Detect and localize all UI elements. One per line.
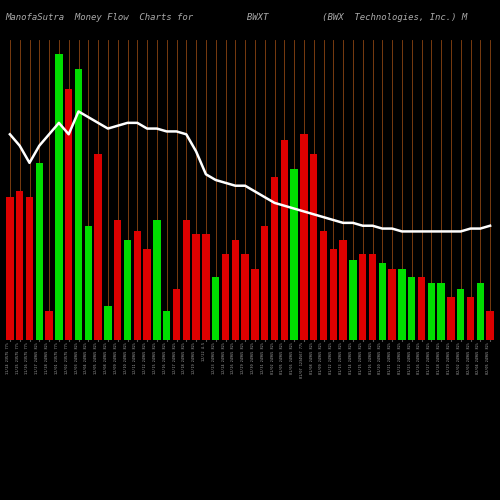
Bar xyxy=(378,263,386,340)
Bar xyxy=(388,268,396,340)
Bar xyxy=(300,134,308,340)
Bar xyxy=(114,220,122,340)
Bar xyxy=(182,220,190,340)
Bar xyxy=(349,260,356,340)
Bar xyxy=(369,254,376,340)
Bar xyxy=(251,268,258,340)
Bar xyxy=(94,154,102,340)
Bar xyxy=(55,54,62,340)
Bar xyxy=(438,283,445,340)
Bar xyxy=(271,177,278,340)
Bar xyxy=(16,192,24,340)
Bar xyxy=(75,68,82,340)
Bar xyxy=(486,312,494,340)
Bar xyxy=(290,168,298,340)
Bar xyxy=(6,197,14,340)
Bar xyxy=(134,232,141,340)
Bar xyxy=(447,297,454,340)
Bar xyxy=(340,240,347,340)
Bar xyxy=(36,163,43,340)
Bar xyxy=(26,197,33,340)
Bar xyxy=(320,232,327,340)
Bar xyxy=(359,254,366,340)
Bar xyxy=(310,154,318,340)
Bar xyxy=(153,220,160,340)
Bar xyxy=(192,234,200,340)
Bar xyxy=(104,306,112,340)
Bar xyxy=(457,288,464,340)
Bar xyxy=(467,297,474,340)
Bar xyxy=(330,248,337,340)
Bar xyxy=(232,240,239,340)
Bar xyxy=(261,226,268,340)
Bar xyxy=(84,226,92,340)
Bar xyxy=(212,277,220,340)
Bar xyxy=(428,283,435,340)
Bar xyxy=(242,254,249,340)
Bar xyxy=(46,312,53,340)
Bar xyxy=(65,88,72,340)
Bar xyxy=(418,277,425,340)
Bar xyxy=(476,283,484,340)
Bar xyxy=(222,254,229,340)
Bar xyxy=(173,288,180,340)
Bar xyxy=(144,248,151,340)
Bar xyxy=(202,234,209,340)
Bar xyxy=(124,240,131,340)
Bar xyxy=(408,277,416,340)
Text: ManofaSutra  Money Flow  Charts for          BWXT          (BWX  Technologies, I: ManofaSutra Money Flow Charts for BWXT (… xyxy=(5,12,467,22)
Bar xyxy=(398,268,406,340)
Bar xyxy=(280,140,288,340)
Bar xyxy=(163,312,170,340)
